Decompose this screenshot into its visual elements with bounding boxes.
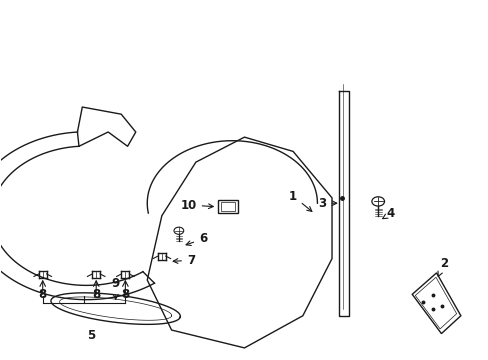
Text: 8: 8 <box>121 288 129 301</box>
Text: 5: 5 <box>87 329 95 342</box>
Text: 9: 9 <box>111 277 120 299</box>
Text: 8: 8 <box>92 288 100 301</box>
Text: 8: 8 <box>39 288 47 301</box>
Text: 6: 6 <box>186 233 207 246</box>
Bar <box>217 200 238 213</box>
Text: 7: 7 <box>173 254 195 267</box>
Text: 10: 10 <box>180 198 213 212</box>
Text: 2: 2 <box>437 257 447 276</box>
Bar <box>221 202 234 211</box>
Text: 1: 1 <box>288 190 311 211</box>
Text: 3: 3 <box>318 197 336 210</box>
Text: 4: 4 <box>382 207 394 220</box>
